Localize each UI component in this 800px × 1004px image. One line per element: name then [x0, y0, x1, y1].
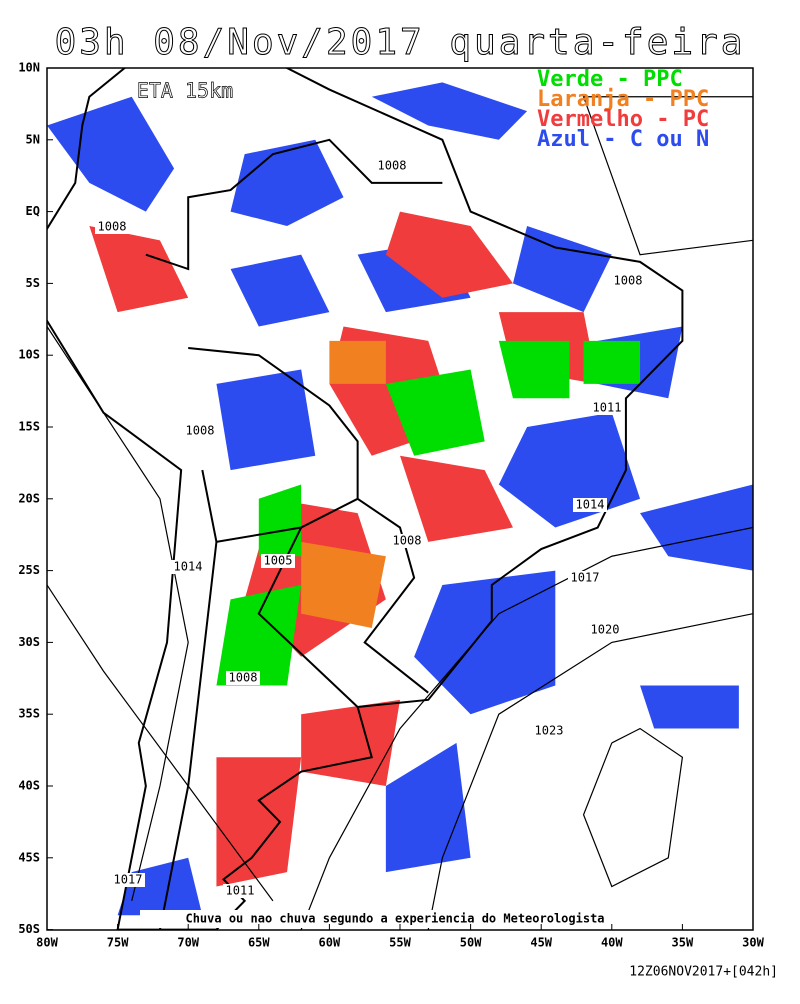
precip-area — [385, 369, 485, 456]
isobar-label-bg — [590, 401, 624, 415]
precip-area — [385, 211, 513, 298]
lat-label: 10N — [18, 61, 40, 75]
precip-area — [640, 484, 753, 571]
lon-label: 30W — [742, 936, 764, 950]
isobar-label-bg — [261, 554, 295, 568]
precip-area — [216, 369, 316, 471]
isobar-label: 1008 — [186, 424, 215, 438]
isobar-label: 1011 — [226, 884, 255, 898]
precip-area — [414, 570, 556, 715]
precip-area — [47, 96, 175, 212]
lat-label: 5S — [26, 276, 40, 290]
model-label: ETA 15km — [137, 79, 233, 103]
isobar — [47, 584, 274, 902]
lat-label: EQ — [26, 204, 40, 218]
precip-area — [301, 699, 400, 786]
title: 03h 08/Nov/2017 quarta-feira — [55, 22, 746, 63]
lat-label: 5N — [26, 132, 40, 146]
legend-entry: Vermelho - PC — [537, 107, 709, 132]
lat-label: 10S — [18, 348, 40, 362]
isobar-label-bg — [573, 498, 607, 512]
isobar-label: 1008 — [614, 274, 643, 288]
isobar-label-bg — [611, 274, 645, 288]
isobar-label-bg — [223, 884, 257, 898]
lon-label: 40W — [601, 936, 623, 950]
coastline — [47, 68, 684, 930]
isobar-label-bg — [588, 623, 622, 637]
precip-area — [230, 139, 344, 226]
isobar-label-bg — [532, 724, 566, 738]
precip-area — [371, 82, 528, 140]
isobar-label-bg — [183, 424, 217, 438]
isobar-label: 1008 — [393, 534, 422, 548]
lat-label: 20S — [18, 491, 40, 505]
isobar-label: 1014 — [576, 498, 605, 512]
isobar-label: 1008 — [378, 159, 407, 173]
run-info: 12Z06NOV2017+[042h] — [629, 965, 778, 980]
legend-entry: Verde - PPC — [537, 67, 683, 92]
legend-entry: Laranja - PPC — [537, 87, 709, 112]
isobar — [427, 613, 753, 930]
precip-area — [329, 340, 386, 384]
isobar-label-bg — [568, 571, 602, 585]
lat-label: 15S — [18, 420, 40, 434]
precip-area — [583, 340, 641, 384]
legend-entry: Azul - C ou N — [537, 127, 709, 152]
lon-label: 80W — [36, 936, 58, 950]
isobar-label: 1005 — [264, 554, 293, 568]
isobar-label: 1020 — [591, 623, 620, 637]
isobar-label: 1011 — [593, 401, 622, 415]
lat-label: 45S — [18, 850, 40, 864]
precip-area — [301, 541, 386, 629]
lat-label: 35S — [18, 707, 40, 721]
isobar-label: 1008 — [98, 220, 127, 234]
precip-area — [400, 455, 513, 542]
isobar-label: 1014 — [174, 560, 203, 574]
lon-label: 45W — [530, 936, 552, 950]
border — [145, 138, 443, 271]
precip-area — [640, 685, 739, 729]
precip-area — [216, 584, 302, 686]
isobar-label-bg — [375, 159, 409, 173]
lat-label: 30S — [18, 635, 40, 649]
note: Chuva ou nao chuva segundo a experiencia… — [185, 912, 604, 926]
precip-area — [512, 225, 612, 313]
isobar-label: 1008 — [229, 671, 258, 685]
isobar-label: 1017 — [571, 571, 600, 585]
precip-area — [230, 254, 330, 327]
note-bg — [140, 910, 650, 928]
precip-area — [216, 757, 302, 887]
isobar — [582, 96, 753, 256]
isobar-label: 1023 — [535, 724, 564, 738]
lon-label: 50W — [460, 936, 482, 950]
lat-label: 50S — [18, 922, 40, 936]
isobar-label-bg — [95, 220, 129, 234]
precip-area — [498, 340, 570, 399]
lon-label: 75W — [107, 936, 129, 950]
isobar-label: 1017 — [114, 873, 143, 887]
isobar — [300, 526, 753, 930]
lon-label: 70W — [177, 936, 199, 950]
precip-area — [89, 225, 189, 313]
lat-label: 25S — [18, 563, 40, 577]
lon-label: 65W — [248, 936, 270, 950]
lon-label: 55W — [389, 936, 411, 950]
precip-area — [258, 484, 302, 557]
isobar-label-bg — [226, 671, 260, 685]
isobar — [582, 727, 684, 888]
lat-label: 40S — [18, 779, 40, 793]
lon-label: 35W — [672, 936, 694, 950]
isobar-label-bg — [111, 873, 145, 887]
border — [201, 469, 359, 544]
lon-label: 60W — [319, 936, 341, 950]
isobar-label-bg — [171, 560, 205, 574]
isobar-label-bg — [390, 534, 424, 548]
